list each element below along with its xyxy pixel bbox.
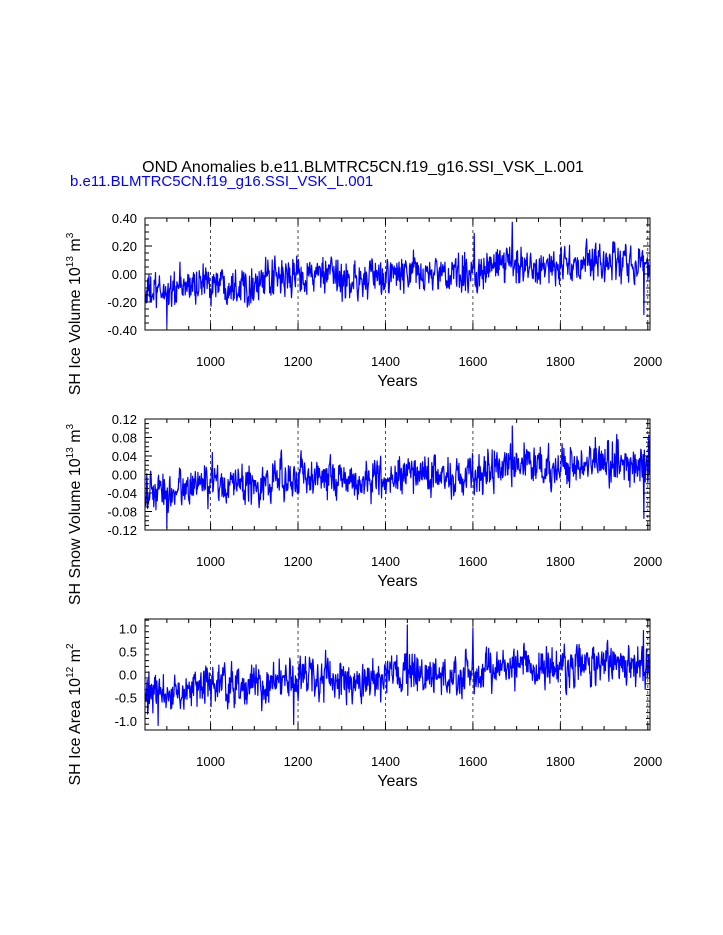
- y-tick-label: -0.04: [107, 486, 137, 501]
- y-tick-label: 0.00: [112, 267, 137, 282]
- y-axis-title-exponent: 12: [65, 666, 76, 678]
- y-tick-label: -0.40: [107, 323, 137, 338]
- y-tick-label: 0.0: [119, 668, 137, 683]
- x-axis-title: Years: [377, 773, 417, 790]
- y-tick-label: -0.20: [107, 295, 137, 310]
- panel-3: 1000 1200 1400 1600 1800 2000 Years 1.0 0.5 0.0 -0…: [65, 618, 662, 790]
- x-tick-label: 1400: [371, 754, 400, 769]
- y-axis-title-unit-exponent: 2: [65, 643, 76, 649]
- x-tick-label: 2000: [633, 754, 662, 769]
- x-tick-label: 1200: [284, 754, 313, 769]
- y-axis-title-main: SH Snow Volume 10: [67, 458, 84, 605]
- y-tick-label: 0.20: [112, 239, 137, 254]
- panel-2: 1000 1200 1400 1600 1800 2000 Years 0.12 0.08 0.0…: [65, 412, 662, 605]
- y-tick-label: 0.12: [112, 412, 137, 427]
- plot-frame: [144, 618, 651, 731]
- x-axis-title: Years: [377, 373, 417, 390]
- x-tick-label: 1000: [196, 554, 225, 569]
- x-tick-label: 1000: [196, 354, 225, 369]
- y-axis-title-main: SH Ice Volume 10: [67, 267, 84, 395]
- y-tick-label: 0.08: [112, 431, 137, 446]
- x-tick-label: 1000: [196, 754, 225, 769]
- series-line: [144, 425, 651, 529]
- y-axis-title-main: SH Ice Area 10: [67, 678, 84, 786]
- y-axis-title: SH Ice Area 1012 m2: [65, 643, 84, 786]
- y-axis-title-exponent: 13: [65, 447, 76, 459]
- y-tick-label: -0.12: [107, 523, 137, 538]
- x-tick-label: 1800: [546, 754, 575, 769]
- x-tick-label: 2000: [633, 554, 662, 569]
- y-tick-label: -1.0: [115, 714, 137, 729]
- y-axis-title: SH Snow Volume 1013 m3: [65, 423, 84, 605]
- y-tick-label: -0.5: [115, 691, 137, 706]
- y-tick-label: 0.5: [119, 644, 137, 659]
- x-tick-label: 1600: [458, 754, 487, 769]
- y-tick-label: 1.0: [119, 621, 137, 636]
- y-axis-title-unit: m: [67, 649, 84, 667]
- y-tick-label: -0.08: [107, 505, 137, 520]
- x-tick-label: 1600: [458, 554, 487, 569]
- y-axis-title: SH Ice Volume 1013 m3: [65, 232, 84, 395]
- x-tick-label: 2000: [633, 354, 662, 369]
- x-tick-label: 1400: [371, 554, 400, 569]
- y-axis-title-unit-exponent: 3: [65, 232, 76, 238]
- x-axis-title: Years: [377, 573, 417, 590]
- y-tick-label: 0.04: [112, 449, 137, 464]
- run-label: b.e11.BLMTRC5CN.f19_g16.SSI_VSK_L.001: [70, 173, 373, 190]
- y-axis-title-unit: m: [67, 238, 84, 256]
- panel-1: 1000 1200 1400 1600 1800 2000 Years 0.40 0.20 0.0…: [65, 211, 662, 395]
- x-tick-label: 1600: [458, 354, 487, 369]
- series-line: [144, 221, 651, 327]
- x-tick-label: 1200: [284, 354, 313, 369]
- y-tick-label: 0.40: [112, 211, 137, 226]
- y-axis-title-exponent: 13: [65, 256, 76, 268]
- y-axis-title-unit: m: [67, 429, 84, 447]
- series-line: [144, 624, 651, 726]
- main-title: OND Anomalies b.e11.BLMTRC5CN.f19_g16.SS…: [142, 159, 584, 176]
- y-tick-label: 0.00: [112, 468, 137, 483]
- x-tick-label: 1200: [284, 554, 313, 569]
- x-tick-label: 1400: [371, 354, 400, 369]
- x-tick-label: 1800: [546, 554, 575, 569]
- x-tick-label: 1800: [546, 354, 575, 369]
- y-axis-title-unit-exponent: 3: [65, 423, 76, 429]
